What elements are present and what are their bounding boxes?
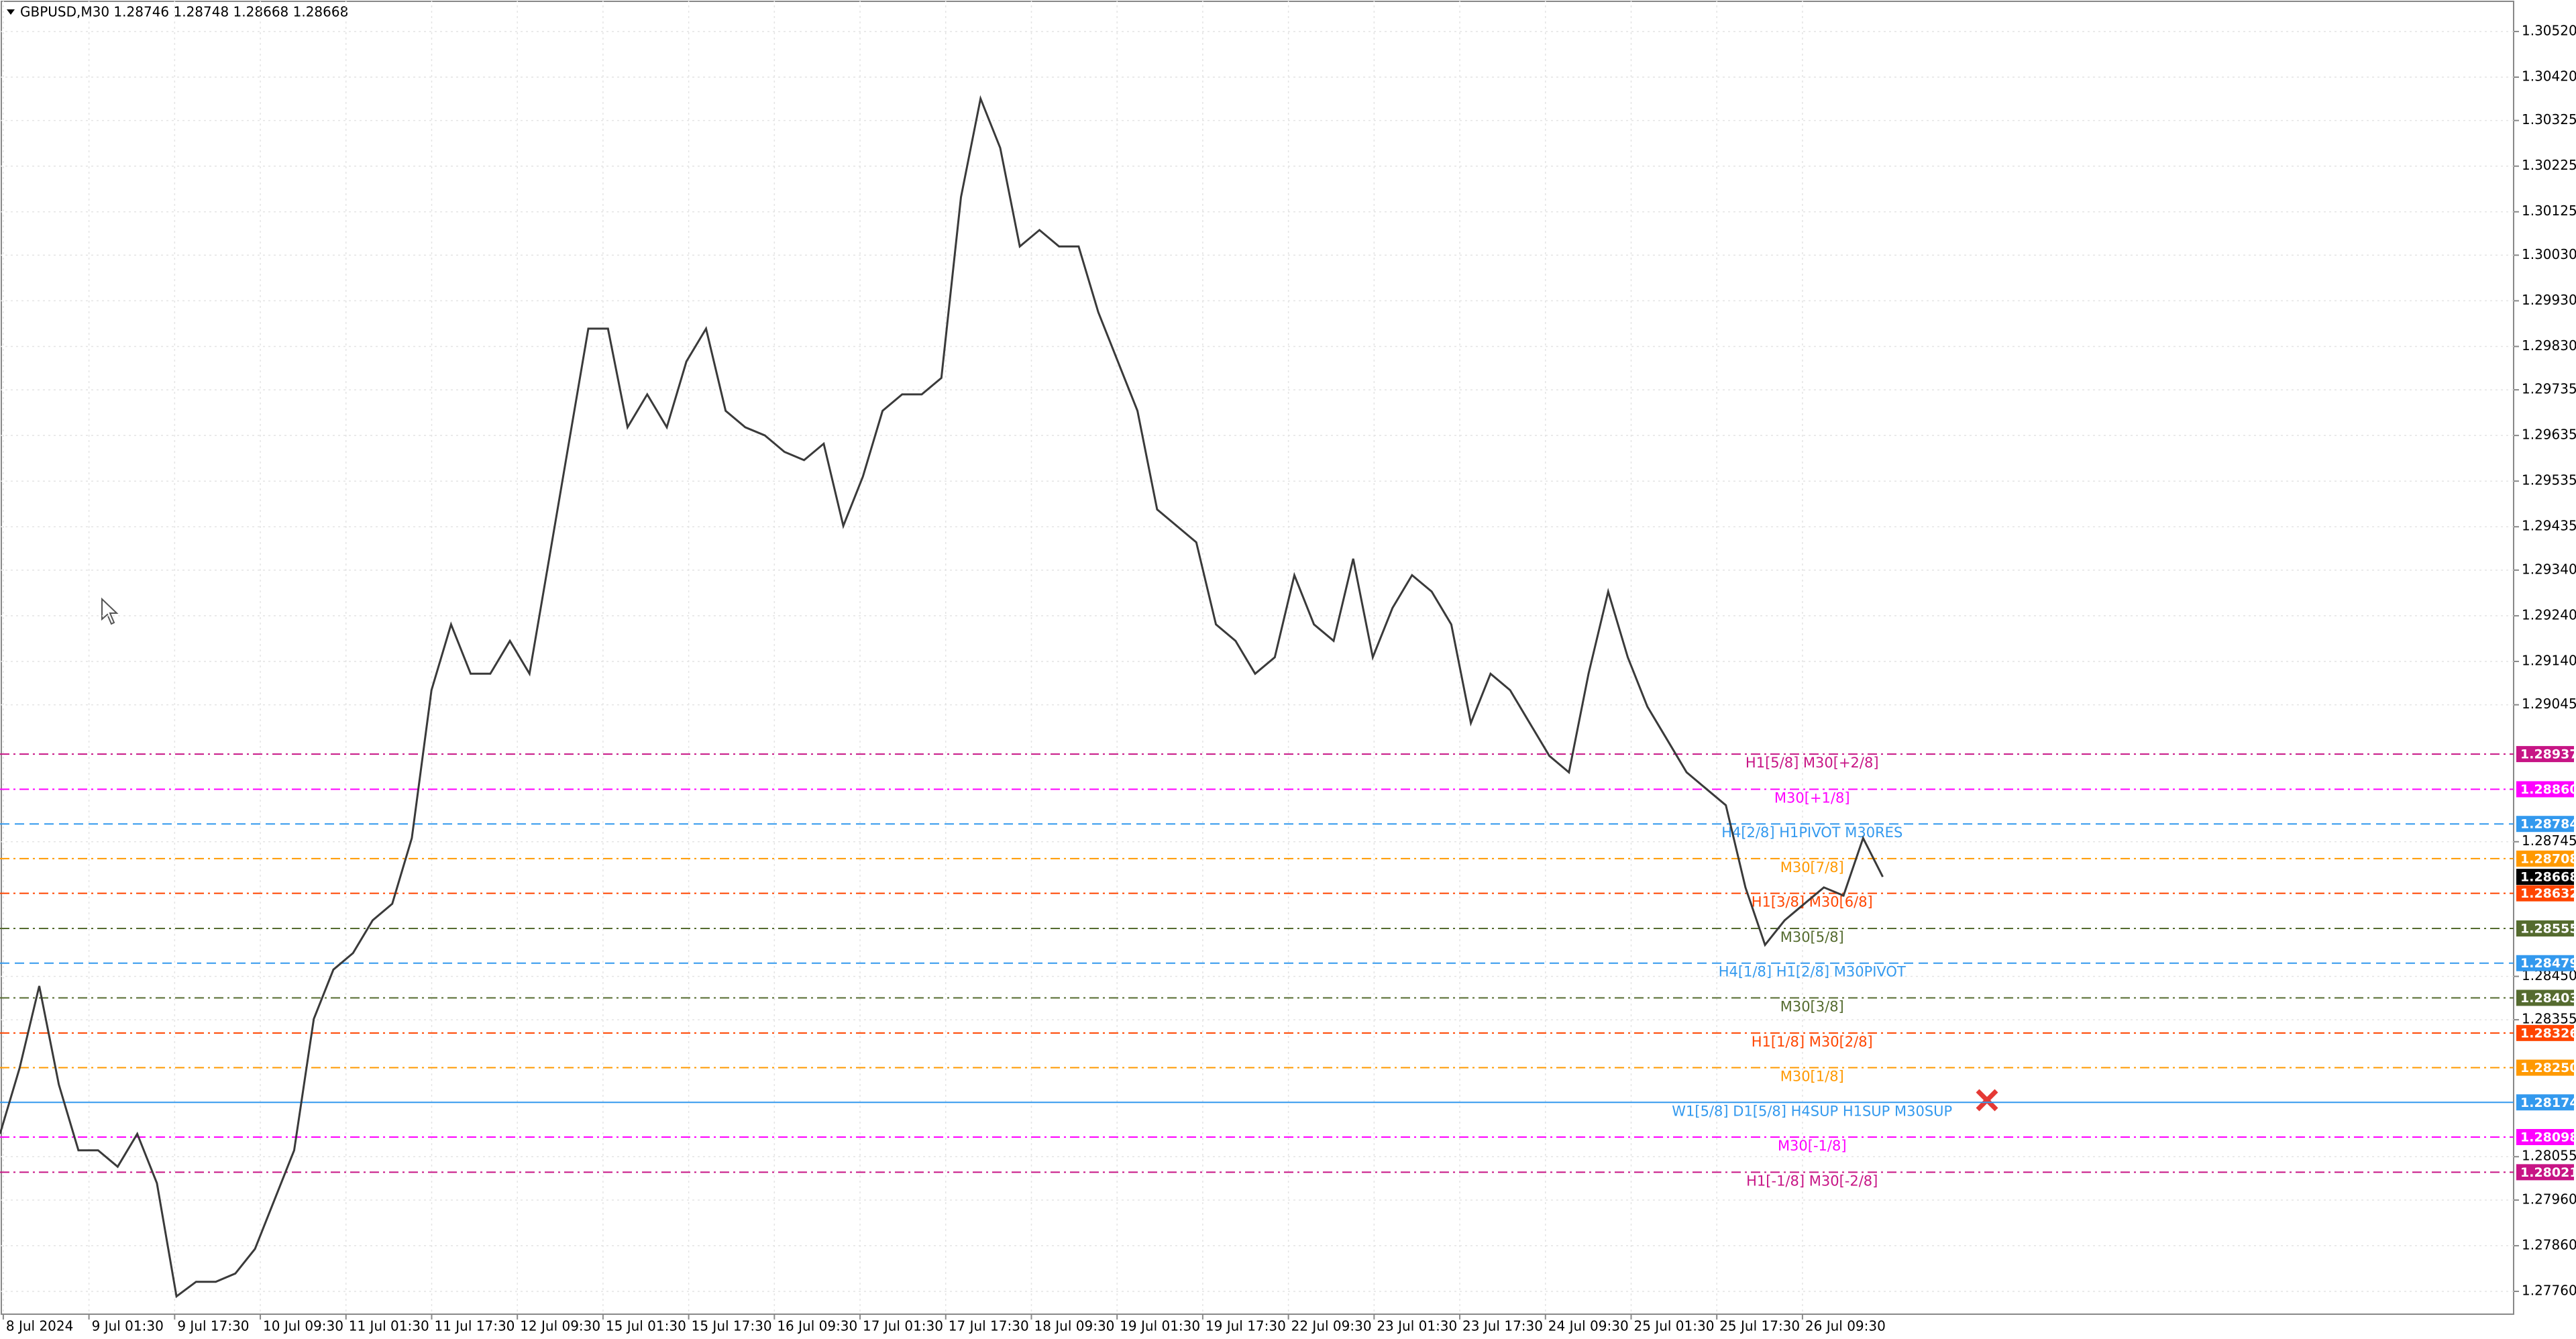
level-label: M30[7/8] [1780, 859, 1844, 875]
y-tick-label: 1.29340 [2522, 561, 2576, 577]
level-price-box-label: 1.28021 [2520, 1165, 2576, 1180]
y-tick-label: 1.29535 [2522, 472, 2576, 488]
symbol-menu-arrow[interactable] [7, 9, 15, 15]
x-tick-label: 11 Jul 17:30 [434, 1318, 515, 1334]
y-tick-label: 1.28745 [2522, 833, 2576, 849]
x-tick-label: 19 Jul 01:30 [1120, 1318, 1200, 1334]
y-tick-label: 1.30125 [2522, 203, 2576, 219]
level-price-box [2516, 955, 2574, 971]
y-tick-label: 1.29830 [2522, 337, 2576, 354]
level-label: M30[3/8] [1780, 998, 1844, 1014]
level-label: H1[-1/8] M30[-2/8] [1746, 1173, 1878, 1189]
x-tick-label: 17 Jul 17:30 [949, 1318, 1029, 1334]
x-tick-label: 17 Jul 01:30 [863, 1318, 943, 1334]
level-price-box-label: 1.28632 [2520, 886, 2576, 901]
current-price-box [2516, 869, 2574, 886]
delete-stroke[interactable] [1976, 1089, 1998, 1112]
x-tick-label: 22 Jul 09:30 [1291, 1318, 1372, 1334]
y-tick-label: 1.29930 [2522, 292, 2576, 308]
x-tick-label: 26 Jul 09:30 [1805, 1318, 1886, 1334]
y-tick-label: 1.30325 [2522, 111, 2576, 127]
price-line [0, 95, 1884, 1299]
x-tick-label: 8 Jul 2024 [6, 1318, 73, 1334]
x-tick-label: 19 Jul 17:30 [1205, 1318, 1286, 1334]
level-price-box-label: 1.28555 [2520, 922, 2576, 936]
y-tick-label: 1.29240 [2522, 606, 2576, 623]
grid-layer [0, 0, 2514, 1314]
level-price-box-label: 1.28784 [2520, 817, 2576, 832]
plot-border [1, 1, 2514, 1315]
x-tick-label: 25 Jul 17:30 [1719, 1318, 1800, 1334]
level-price-box-label: 1.28860 [2520, 782, 2576, 797]
level-price-box-label: 1.28403 [2520, 991, 2576, 1006]
level-price-box [2516, 1128, 2574, 1145]
x-tick-label: 15 Jul 17:30 [692, 1318, 772, 1334]
y-tick-label: 1.29140 [2522, 652, 2576, 668]
level-price-box [2516, 1059, 2574, 1076]
y-tick-label: 1.27960 [2522, 1191, 2576, 1207]
level-label: W1[5/8] D1[5/8] H4SUP H1SUP M30SUP [1672, 1103, 1952, 1119]
y-tick-label: 1.30520 [2522, 22, 2576, 38]
y-tick-label: 1.27760 [2522, 1282, 2576, 1298]
level-label: M30[1/8] [1780, 1069, 1844, 1085]
x-tick-label: 10 Jul 09:30 [263, 1318, 343, 1334]
level-price-box-label: 1.28708 [2520, 851, 2576, 866]
level-price-box [2516, 781, 2574, 798]
delete-marker[interactable] [1976, 1089, 1998, 1112]
y-tick-label: 1.27860 [2522, 1236, 2576, 1252]
level-price-box-label: 1.28479 [2520, 956, 2576, 971]
x-tick-label: 23 Jul 01:30 [1377, 1318, 1457, 1334]
x-tick-label: 9 Jul 01:30 [92, 1318, 164, 1334]
level-price-box [2516, 746, 2574, 763]
x-tick-label: 9 Jul 17:30 [177, 1318, 249, 1334]
x-tick-label: 12 Jul 09:30 [520, 1318, 600, 1334]
level-label: M30[-1/8] [1778, 1138, 1847, 1154]
level-price-box [2516, 850, 2574, 867]
mouse-cursor [101, 597, 119, 625]
level-price-box [2516, 816, 2574, 833]
y-tick-label: 1.30225 [2522, 157, 2576, 173]
level-price-box [2516, 1024, 2574, 1041]
level-label: H1[1/8] M30[2/8] [1752, 1034, 1873, 1050]
level-price-box [2516, 885, 2574, 902]
x-tick-label: 23 Jul 17:30 [1462, 1318, 1543, 1334]
x-tick-label: 25 Jul 01:30 [1633, 1318, 1714, 1334]
x-tick-label: 16 Jul 09:30 [777, 1318, 857, 1334]
level-label: H4[2/8] H1PIVOT M30RES [1721, 824, 1902, 841]
current-price-box-label: 1.28668 [2520, 870, 2576, 885]
y-tick-label: 1.29635 [2522, 427, 2576, 443]
y-tick-label: 1.28055 [2522, 1148, 2576, 1164]
y-tick-label: 1.29045 [2522, 696, 2576, 712]
level-price-box-label: 1.28098 [2520, 1130, 2576, 1144]
x-tick-label: 24 Jul 09:30 [1548, 1318, 1629, 1334]
level-price-box-label: 1.28174 [2520, 1095, 2576, 1110]
x-tick-label: 15 Jul 01:30 [606, 1318, 686, 1334]
level-price-box [2516, 1164, 2574, 1181]
level-label: H4[1/8] H1[2/8] M30PIVOT [1719, 964, 1906, 980]
level-label: M30[5/8] [1780, 929, 1844, 945]
level-price-box [2516, 920, 2574, 937]
x-tick-label: 18 Jul 09:30 [1034, 1318, 1114, 1334]
y-tick-label: 1.29435 [2522, 518, 2576, 534]
y-tick-label: 1.29735 [2522, 381, 2576, 397]
y-tick-label: 1.28355 [2522, 1011, 2576, 1027]
y-tick-label: 1.30420 [2522, 68, 2576, 84]
level-price-box-label: 1.28250 [2520, 1061, 2576, 1075]
x-tick-label: 11 Jul 01:30 [349, 1318, 429, 1334]
level-price-box-label: 1.28326 [2520, 1026, 2576, 1040]
level-price-box [2516, 1094, 2574, 1111]
chart-title: GBPUSD,M30 1.28746 1.28748 1.28668 1.286… [20, 4, 348, 20]
level-label: M30[+1/8] [1774, 790, 1850, 806]
y-tick-label: 1.30030 [2522, 246, 2576, 262]
level-price-box [2516, 989, 2574, 1006]
level-price-box-label: 1.28937 [2520, 747, 2576, 762]
level-label: H1[5/8] M30[+2/8] [1746, 755, 1879, 771]
